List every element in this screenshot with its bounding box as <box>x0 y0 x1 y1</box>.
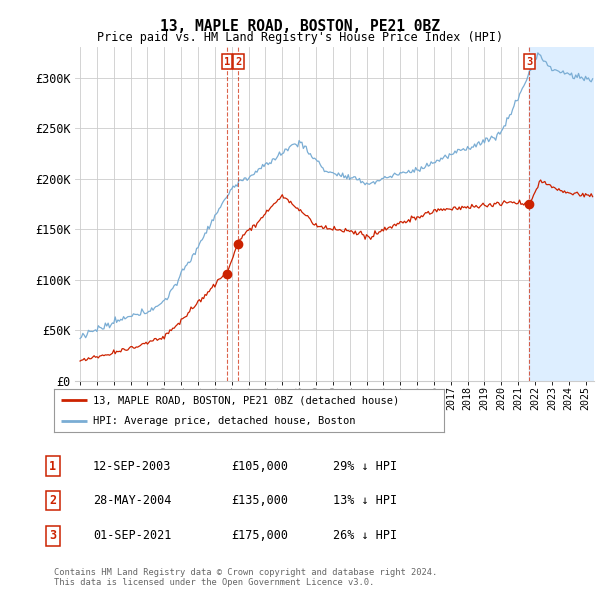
Text: 2: 2 <box>235 57 242 67</box>
Text: 3: 3 <box>49 529 56 542</box>
Text: Contains HM Land Registry data © Crown copyright and database right 2024.: Contains HM Land Registry data © Crown c… <box>54 568 437 577</box>
Text: 12-SEP-2003: 12-SEP-2003 <box>93 460 172 473</box>
Text: 13, MAPLE ROAD, BOSTON, PE21 0BZ (detached house): 13, MAPLE ROAD, BOSTON, PE21 0BZ (detach… <box>93 395 399 405</box>
Text: 29% ↓ HPI: 29% ↓ HPI <box>333 460 397 473</box>
Text: 01-SEP-2021: 01-SEP-2021 <box>93 529 172 542</box>
Text: £175,000: £175,000 <box>231 529 288 542</box>
Text: This data is licensed under the Open Government Licence v3.0.: This data is licensed under the Open Gov… <box>54 578 374 587</box>
Text: HPI: Average price, detached house, Boston: HPI: Average price, detached house, Bost… <box>93 417 355 426</box>
Text: 13% ↓ HPI: 13% ↓ HPI <box>333 494 397 507</box>
Text: 2: 2 <box>49 494 56 507</box>
Text: 13, MAPLE ROAD, BOSTON, PE21 0BZ: 13, MAPLE ROAD, BOSTON, PE21 0BZ <box>160 19 440 34</box>
Text: Price paid vs. HM Land Registry's House Price Index (HPI): Price paid vs. HM Land Registry's House … <box>97 31 503 44</box>
Text: 1: 1 <box>49 460 56 473</box>
Text: 28-MAY-2004: 28-MAY-2004 <box>93 494 172 507</box>
Text: 1: 1 <box>224 57 230 67</box>
Text: 3: 3 <box>526 57 533 67</box>
Text: £135,000: £135,000 <box>231 494 288 507</box>
Text: 26% ↓ HPI: 26% ↓ HPI <box>333 529 397 542</box>
Text: £105,000: £105,000 <box>231 460 288 473</box>
Bar <box>529 47 594 381</box>
